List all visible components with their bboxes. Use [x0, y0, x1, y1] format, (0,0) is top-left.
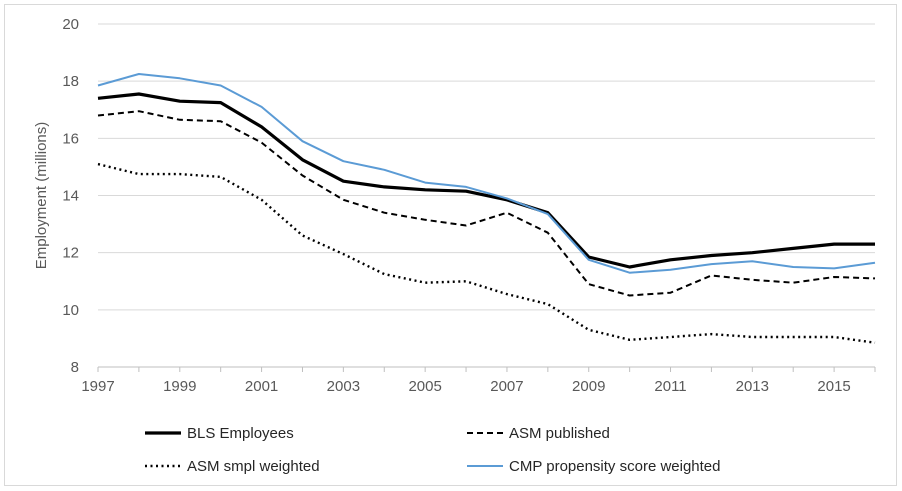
x-tick-label: 2015 — [817, 378, 850, 395]
x-tick-label: 2009 — [572, 378, 605, 395]
x-tick-label: 1999 — [163, 378, 196, 395]
x-tick-label: 1997 — [81, 378, 114, 395]
chart-frame — [4, 4, 897, 486]
y-tick-label: 10 — [62, 302, 79, 319]
legend-label: ASM smpl weighted — [187, 458, 320, 475]
x-tick-label: 2003 — [327, 378, 360, 395]
y-tick-label: 8 — [71, 359, 79, 376]
legend-label: BLS Employees — [187, 425, 294, 442]
series-line-1 — [97, 92, 875, 269]
x-axis: 1997 1999 2001 2003 2005 2007 2009 2011 2013 2015 — [81, 366, 876, 395]
x-tick-label: 2005 — [408, 378, 441, 395]
y-tick-label: 14 — [62, 188, 79, 205]
series-lines — [97, 73, 876, 344]
y-tick-label: 16 — [62, 130, 79, 147]
y-tick-label: 20 — [62, 16, 79, 33]
series-line-2 — [97, 110, 876, 297]
series-line-4 — [97, 73, 876, 274]
series-line-3 — [97, 162, 876, 344]
x-tick-label: 2001 — [245, 378, 278, 395]
y-axis-tick-labels: 8 10 12 14 16 18 20 — [62, 16, 79, 376]
x-tick-label: 2013 — [736, 378, 769, 395]
x-tick-label: 2007 — [490, 378, 523, 395]
x-tick-label: 2011 — [654, 378, 686, 395]
legend-label: ASM published — [509, 425, 610, 442]
y-tick-label: 12 — [62, 245, 79, 262]
y-tick-label: 18 — [62, 73, 79, 90]
gridlines — [98, 23, 875, 311]
y-axis-title: Employment (millions) — [33, 122, 50, 270]
legend-label: CMP propensity score weighted — [509, 458, 721, 475]
legend: BLS Employees ASM published ASM smpl weigh… — [145, 425, 721, 475]
